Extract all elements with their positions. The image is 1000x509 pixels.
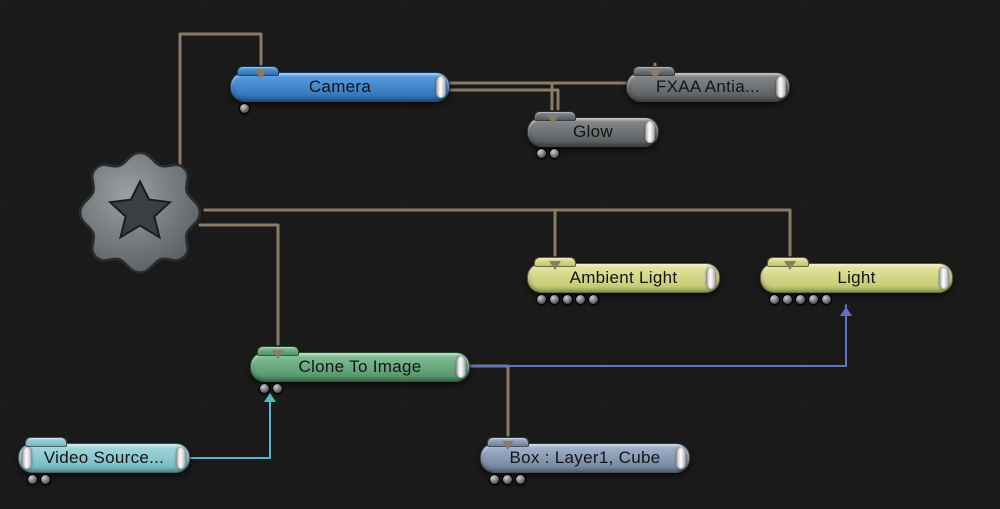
- node-label: Light: [837, 268, 875, 288]
- port[interactable]: [795, 294, 806, 305]
- node-label: Glow: [573, 122, 613, 142]
- link-arrow: [840, 307, 852, 316]
- input-arrow: [255, 70, 267, 79]
- node-cap-right: [456, 356, 466, 378]
- port[interactable]: [239, 103, 250, 114]
- input-arrow: [502, 441, 514, 450]
- node-label: Ambient Light: [570, 268, 678, 288]
- node-cap-right: [776, 76, 786, 98]
- node-cap-right: [436, 76, 446, 98]
- port[interactable]: [808, 294, 819, 305]
- node-cap-left: [22, 447, 32, 469]
- node-label: Clone To Image: [299, 357, 422, 377]
- node-ports: [489, 474, 526, 485]
- port[interactable]: [502, 474, 513, 485]
- link-arrow: [264, 393, 276, 402]
- node-cap-right: [676, 447, 686, 469]
- port[interactable]: [549, 148, 560, 159]
- port[interactable]: [821, 294, 832, 305]
- port[interactable]: [536, 294, 547, 305]
- port[interactable]: [536, 148, 547, 159]
- node-cap-right: [176, 447, 186, 469]
- node-ports: [536, 294, 599, 305]
- node-cap-right: [939, 267, 949, 289]
- node-cap-right: [645, 121, 655, 143]
- node-label: FXAA Antia...: [656, 77, 760, 97]
- root-gear-node[interactable]: [75, 145, 205, 275]
- port[interactable]: [27, 474, 38, 485]
- port[interactable]: [782, 294, 793, 305]
- node-tab: [25, 437, 67, 447]
- node-ports: [27, 474, 51, 485]
- port[interactable]: [40, 474, 51, 485]
- node-ports: [536, 148, 560, 159]
- port[interactable]: [562, 294, 573, 305]
- input-arrow: [649, 70, 661, 79]
- input-arrow: [272, 350, 284, 359]
- port[interactable]: [588, 294, 599, 305]
- input-arrow: [784, 261, 796, 270]
- input-arrow: [549, 261, 561, 270]
- input-arrow: [547, 115, 559, 124]
- node-ports: [769, 294, 832, 305]
- node-label: Camera: [309, 77, 371, 97]
- port[interactable]: [489, 474, 500, 485]
- port[interactable]: [575, 294, 586, 305]
- node-label: Box : Layer1, Cube: [510, 448, 661, 468]
- node-cap-right: [706, 267, 716, 289]
- node-video[interactable]: Video Source...: [18, 443, 190, 473]
- node-ports: [239, 103, 250, 114]
- node-label: Video Source...: [44, 448, 164, 468]
- port[interactable]: [515, 474, 526, 485]
- port[interactable]: [769, 294, 780, 305]
- port[interactable]: [549, 294, 560, 305]
